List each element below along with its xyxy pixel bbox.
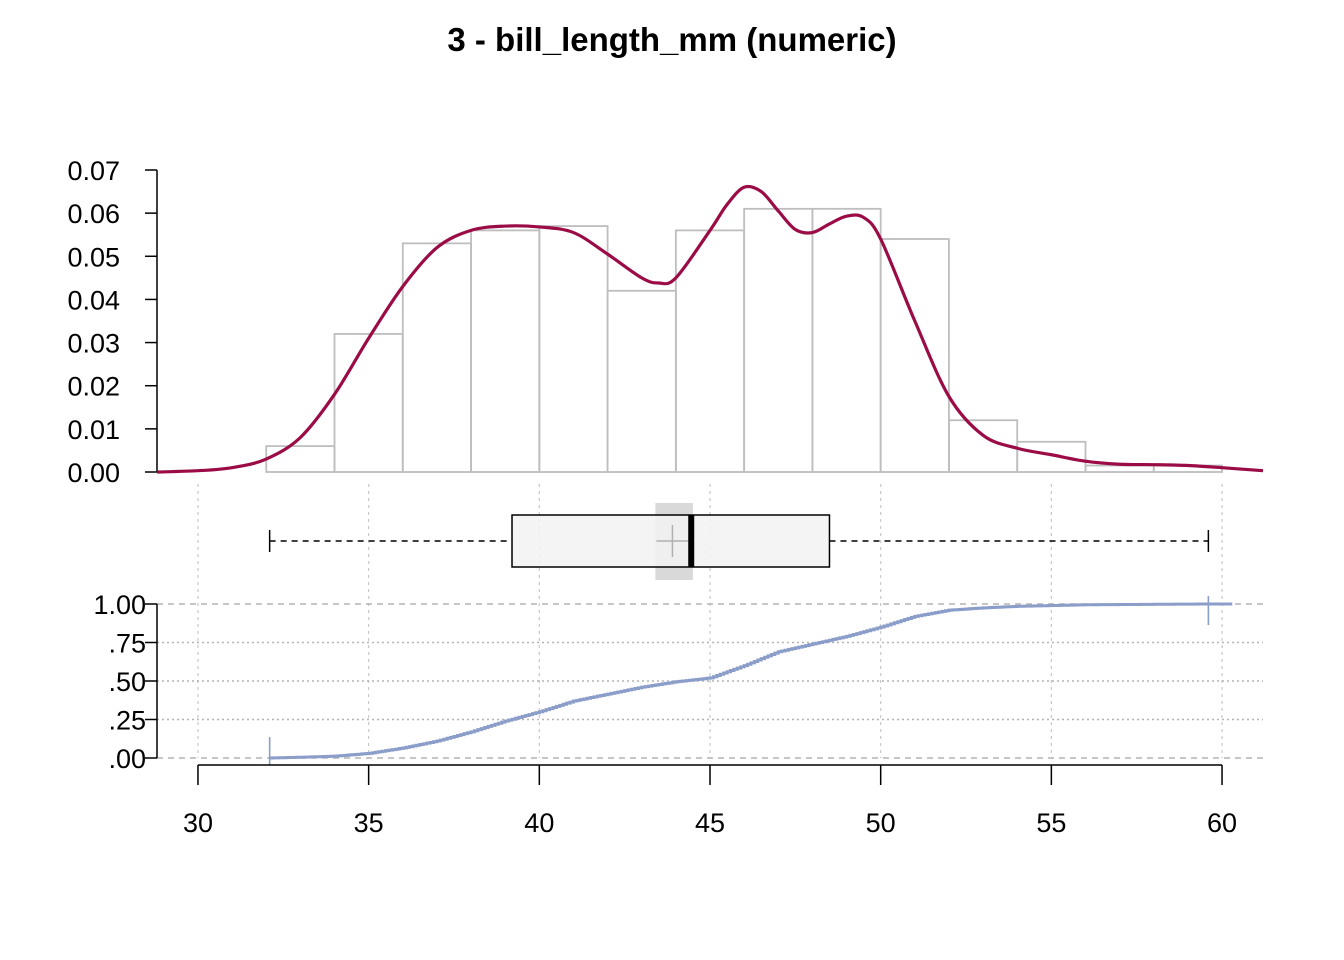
histogram-bar (1016, 440, 1087, 473)
density-curve (156, 184, 1264, 474)
histogram-bar (743, 207, 814, 473)
histogram-y-tick-label: 0.00 (67, 458, 120, 488)
ecdf-panel: .00 .25 .50 .75 1.00 (93, 590, 1263, 774)
boxplot-panel (268, 503, 1210, 580)
histogram-y-tick-label: 0.02 (67, 372, 120, 402)
x-tick-label: 35 (354, 808, 384, 838)
ecdf-y-tick-label: .00 (108, 744, 146, 774)
histogram-y-tick-label: 0.03 (67, 329, 120, 359)
histogram-y-tick-label: 0.01 (67, 415, 120, 445)
ecdf-curve (269, 602, 1233, 760)
histogram-y-tick-label: 0.06 (67, 199, 120, 229)
histogram-bar (538, 225, 609, 473)
histogram-panel: 0.00 0.01 0.02 0.03 0.04 0.05 0.06 0.07 (67, 156, 1264, 488)
ecdf-y-tick-label: .75 (108, 629, 146, 659)
histogram-bar (333, 333, 404, 473)
histogram-y-tick-label: 0.05 (67, 242, 120, 272)
histogram-bar (879, 238, 950, 473)
histogram-y-tick-label: 0.04 (67, 285, 120, 315)
histogram-bar (470, 229, 541, 473)
histogram-bar (265, 445, 336, 473)
x-tick-label: 30 (183, 808, 213, 838)
histogram-bar (1084, 464, 1155, 473)
x-tick-label: 40 (524, 808, 554, 838)
histogram-bar (401, 242, 472, 473)
ecdf-y-tick-label: .25 (108, 706, 146, 736)
ecdf-y-tick-label: 1.00 (93, 590, 146, 620)
x-tick-label: 50 (866, 808, 896, 838)
histogram-y-tick-label: 0.07 (67, 156, 120, 186)
histogram-bar (606, 289, 677, 473)
x-tick-label: 55 (1036, 808, 1066, 838)
chart-title: 3 - bill_length_mm (numeric) (447, 21, 896, 58)
x-tick-label: 60 (1207, 808, 1237, 838)
histogram-bar (811, 207, 882, 473)
x-axis: 30 35 40 45 50 55 60 (183, 764, 1237, 838)
ecdf-y-tick-label: .50 (108, 667, 146, 697)
x-tick-label: 45 (695, 808, 725, 838)
